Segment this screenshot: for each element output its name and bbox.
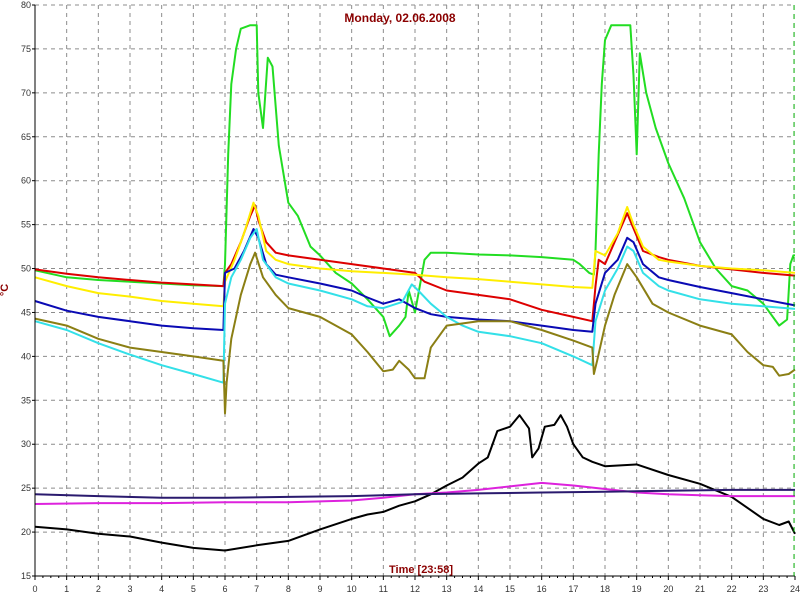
x-tick-label: 15 xyxy=(505,584,515,594)
y-tick-label: 70 xyxy=(21,88,31,98)
x-tick-label: 21 xyxy=(695,584,705,594)
series-line-5 xyxy=(34,228,796,384)
series-line-9 xyxy=(34,488,795,499)
x-tick-label: 0 xyxy=(32,584,37,594)
x-tick-label: 5 xyxy=(191,584,196,594)
y-tick-label: 80 xyxy=(21,0,31,10)
y-tick-label: 55 xyxy=(21,220,31,230)
y-axis-label: °C xyxy=(0,284,11,296)
series-line-1 xyxy=(34,24,795,338)
x-tick-label: 7 xyxy=(254,584,259,594)
y-tick-label: 25 xyxy=(21,483,31,493)
x-tick-label: 22 xyxy=(727,584,737,594)
x-tick-label: 18 xyxy=(600,584,610,594)
x-tick-label: 24 xyxy=(790,584,800,594)
x-tick-label: 2 xyxy=(96,584,101,594)
y-tick-label: 40 xyxy=(21,351,31,361)
x-tick-label: 3 xyxy=(127,584,132,594)
y-tick-label: 50 xyxy=(21,264,31,274)
chart-title: Monday, 02.06.2008 xyxy=(344,11,455,25)
x-tick-label: 6 xyxy=(222,584,227,594)
series-line-8 xyxy=(34,481,795,505)
x-tick-label: 8 xyxy=(286,584,291,594)
y-tick-label: 20 xyxy=(21,527,31,537)
y-tick-label: 15 xyxy=(21,571,31,581)
y-tick-label: 75 xyxy=(21,44,31,54)
axes xyxy=(32,4,796,580)
x-tick-label: 4 xyxy=(159,584,164,594)
x-tick-label: 11 xyxy=(379,584,388,594)
x-tick-label: 20 xyxy=(663,584,673,594)
series-line-7 xyxy=(34,414,796,552)
gridlines xyxy=(35,4,795,576)
x-tick-label: 12 xyxy=(410,584,420,594)
x-tick-label: 1 xyxy=(64,584,69,594)
x-tick-label: 13 xyxy=(442,584,452,594)
x-tick-label: 17 xyxy=(568,584,578,594)
x-tick-label: 9 xyxy=(317,584,322,594)
x-tick-label: 23 xyxy=(758,584,768,594)
y-tick-label: 60 xyxy=(21,176,31,186)
y-tick-label: 30 xyxy=(21,439,31,449)
series-line-6 xyxy=(34,251,796,415)
y-tick-label: 45 xyxy=(21,307,31,317)
x-axis-label: Time [23:58] xyxy=(389,564,453,576)
y-tick-label: 65 xyxy=(21,132,31,142)
y-tick-label: 35 xyxy=(21,395,31,405)
x-tick-label: 10 xyxy=(347,584,357,594)
x-tick-label: 19 xyxy=(632,584,642,594)
x-tick-label: 16 xyxy=(537,584,547,594)
series-layer xyxy=(34,24,796,552)
x-tick-label: 14 xyxy=(473,584,483,594)
series-line-4 xyxy=(34,228,796,333)
